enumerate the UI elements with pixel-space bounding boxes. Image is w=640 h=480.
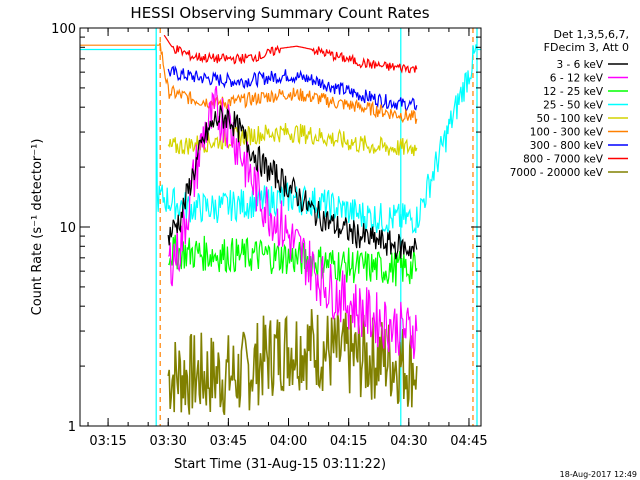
- series-line-300-800keV: [167, 65, 418, 113]
- x-tick-label: 03:15: [89, 434, 126, 449]
- series-line-6-12keV: [168, 85, 418, 359]
- legend-item: 800 - 7000 keV: [523, 154, 628, 166]
- plot-area: [80, 28, 481, 426]
- legend-label: 50 - 100 keV: [536, 113, 603, 125]
- legend-label: 12 - 25 keV: [543, 86, 604, 98]
- series-line-800-7000keV: [163, 34, 418, 74]
- legend-label: 7000 - 20000 keV: [510, 167, 604, 179]
- legend-item: 100 - 300 keV: [530, 127, 628, 139]
- legend-label: 25 - 50 keV: [543, 100, 604, 112]
- x-tick-label: 04:30: [390, 434, 427, 449]
- legend-label: 800 - 7000 keV: [523, 154, 604, 166]
- y-tick-label: 10: [59, 221, 76, 236]
- legend-item: 12 - 25 keV: [543, 86, 628, 98]
- chart-title: HESSI Observing Summary Count Rates: [130, 4, 429, 22]
- series-line-100-300keV: [80, 42, 418, 124]
- y-axis-label: Count Rate (s⁻¹ detector⁻¹): [30, 139, 45, 316]
- legend-label: 6 - 12 keV: [550, 73, 604, 85]
- timestamp: 18-Aug-2017 12:49: [560, 470, 637, 479]
- legend-item: 50 - 100 keV: [536, 113, 628, 125]
- legend-item: 6 - 12 keV: [550, 73, 628, 85]
- axis-ticks: 03:15 03:30 03:45 04:00 04:15 04:30 04:45 1 10 10…: [51, 22, 488, 449]
- series-line-50-100keV: [167, 123, 418, 157]
- y-tick-label: 100: [51, 22, 76, 37]
- x-axis-label: Start Time (31-Aug-15 03:11:22): [174, 457, 386, 472]
- legend-label: 3 - 6 keV: [556, 59, 603, 71]
- series-line-7000-20000keV: [167, 309, 418, 416]
- legend-item: 300 - 800 keV: [530, 140, 628, 152]
- legend-header-line-2: FDecim 3, Att 0: [544, 41, 629, 54]
- x-tick-label: 03:45: [210, 434, 247, 449]
- legend: Det 1,3,5,6,7, FDecim 3, Att 0 3 - 6 keV…: [510, 28, 629, 179]
- legend-item: 7000 - 20000 keV: [510, 167, 628, 179]
- legend-item: 3 - 6 keV: [556, 59, 628, 71]
- x-tick-label: 04:45: [450, 434, 487, 449]
- y-tick-label: 1: [68, 420, 76, 435]
- legend-label: 100 - 300 keV: [530, 127, 604, 139]
- legend-item: 25 - 50 keV: [543, 100, 628, 112]
- x-tick-label: 04:00: [270, 434, 307, 449]
- series-line-12-25keV: [167, 234, 418, 287]
- series-line-25-50keV: [80, 42, 481, 234]
- x-tick-label: 04:15: [330, 434, 367, 449]
- legend-header-line-1: Det 1,3,5,6,7,: [553, 28, 629, 41]
- series-line-3-6keV: [167, 105, 418, 260]
- x-tick-label: 03:30: [149, 434, 186, 449]
- legend-label: 300 - 800 keV: [530, 140, 604, 152]
